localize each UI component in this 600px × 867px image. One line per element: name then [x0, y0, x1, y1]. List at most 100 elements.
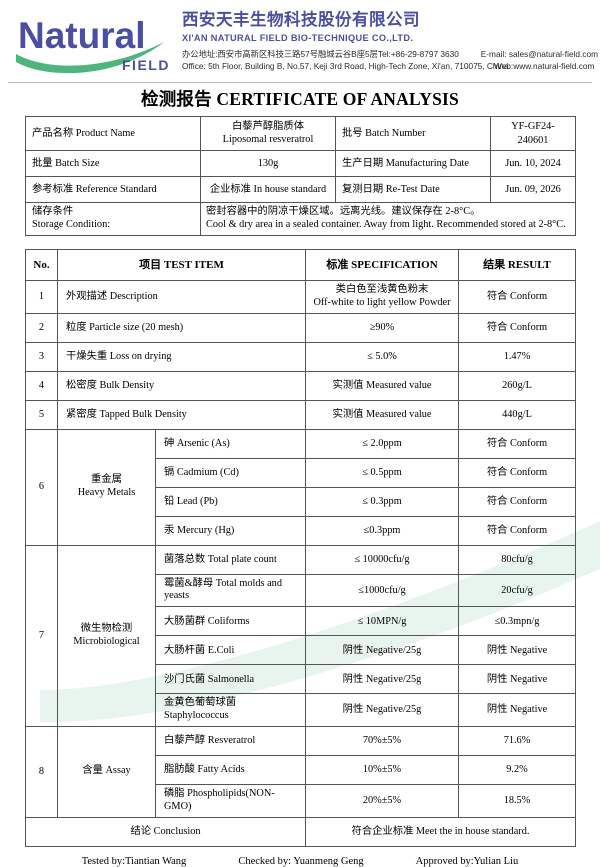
col-header-result: 结果 RESULT — [458, 248, 576, 281]
storage-value-cn: 密封容器中的阴凉干燥区域。远离光线。建议保存在 2-8°C。 — [206, 206, 481, 218]
row-item: 粒度 Particle size (20 mesh) — [57, 312, 306, 343]
header-divider — [8, 82, 592, 83]
conclusion-label: 结论 Conclusion — [25, 816, 306, 847]
group-name: 含量 Assay — [57, 726, 156, 818]
row-item: 大肠杆菌 E.Coli — [155, 635, 306, 666]
group-no: 7 — [25, 544, 58, 728]
row-result: 260g/L — [458, 370, 576, 401]
reference-standard-value: 企业标准 In house standard — [200, 176, 336, 204]
row-spec: ≤ 10000cfu/g — [305, 544, 459, 575]
table-row: 储存条件 Storage Condition: 密封容器中的阴凉干燥区域。远离光… — [25, 202, 576, 236]
group-name: 微生物检测 Microbiological — [57, 544, 156, 728]
table-row: 6 重金属 Heavy Metals 砷 Arsenic (As) ≤ 2.0p… — [25, 428, 576, 546]
row-no: 4 — [25, 370, 58, 401]
batch-number-value: YF-GF24-240601 — [490, 115, 576, 152]
table-row: 沙门氏菌 Salmonella 阴性 Negative/25g 阴性 Negat… — [26, 664, 576, 695]
retest-date-label: 复测日期 Re-Test Date — [335, 176, 491, 204]
reference-standard-label: 参考标准 Reference Standard — [25, 176, 201, 204]
row-item: 松密度 Bulk Density — [57, 370, 306, 401]
storage-label: 储存条件 Storage Condition: — [25, 202, 201, 236]
row-spec: 类白色至浅黄色粉末 Off-white to light yellow Powd… — [305, 279, 459, 314]
row-item: 干燥失重 Loss on drying — [57, 341, 306, 372]
table-row: 3 干燥失重 Loss on drying ≤ 5.0% 1.47% — [25, 341, 576, 372]
row-item: 脂肪酸 Fatty Acids — [155, 755, 306, 786]
row-result: 1.47% — [458, 341, 576, 372]
logo-sub: FIELD — [122, 57, 170, 73]
website: Web:www.natural-field.com — [494, 61, 595, 72]
manufacturing-date-label: 生产日期 Manufacturing Date — [335, 150, 491, 178]
row-result: 阴性 Negative — [458, 635, 576, 666]
row-spec: 10%±5% — [305, 755, 459, 786]
product-info-table: 产品名称 Product Name 白藜芦醇脂质体 Liposomal resv… — [25, 115, 576, 236]
row-item: 霉菌&酵母 Total molds and yeasts — [155, 573, 306, 608]
batch-size-value: 130g — [200, 150, 336, 178]
row-spec: 实测值 Measured value — [305, 370, 459, 401]
green-swoosh-icon — [16, 42, 164, 74]
logo-wordmark: Natural — [18, 15, 145, 56]
row-item: 大肠菌群 Coliforms — [155, 606, 306, 637]
group-name: 重金属 Heavy Metals — [57, 428, 156, 546]
table-row: 5 紧密度 Tapped Bulk Density 实测值 Measured v… — [25, 399, 576, 430]
table-row: 7 微生物检测 Microbiological 菌落总数 Total plate… — [25, 544, 576, 728]
row-result: 符合 Conform — [458, 486, 576, 517]
contact-row-2: Office: 5th Floor, Building B, No.57, Ke… — [182, 60, 598, 72]
table-row: 8 含量 Assay 白藜芦醇 Resveratrol 70%±5% 71.6% — [25, 726, 576, 818]
group-name-en: Assay — [105, 765, 131, 777]
row-result: 80cfu/g — [458, 544, 576, 575]
row-item: 铅 Lead (Pb) — [155, 486, 306, 517]
page-title: 检测报告 CERTIFICATE OF ANALYSIS — [141, 89, 459, 109]
tested-by: Tested by:Tiantian Wang — [81, 855, 187, 867]
table-row: 参考标准 Reference Standard 企业标准 In house st… — [25, 176, 576, 204]
test-results-table: No. 项目 TEST ITEM 标准 SPECIFICATION 结果 RES… — [25, 248, 576, 847]
row-result: 9.2% — [458, 755, 576, 786]
contact-rows: 办公地址:西安市高新区科技三路57号融城云谷B座5层 Tel:+86-29-87… — [182, 48, 598, 73]
table-spacer — [25, 236, 575, 249]
table-row: 金黄色葡萄球菌 Staphylococcus 阴性 Negative/25g 阴… — [26, 693, 576, 728]
product-name-value: 白藜芦醇脂质体 Liposomal resveratrol — [200, 115, 336, 152]
storage-label-en: Storage Condition: — [32, 219, 111, 231]
company-logo: Natural FIELD — [14, 8, 182, 76]
company-name-en: XI'AN NATURAL FIELD BIO-TECHNIQUE CO.,LT… — [182, 32, 414, 43]
row-result: 阴性 Negative — [458, 664, 576, 695]
storage-label-cn: 储存条件 — [32, 206, 74, 218]
row-item: 沙门氏菌 Salmonella — [155, 664, 306, 695]
row-result: 符合 Conform — [458, 457, 576, 488]
row-spec: 阴性 Negative/25g — [305, 693, 459, 728]
product-name-en: Liposomal resveratrol — [222, 133, 314, 145]
table-row: 4 松密度 Bulk Density 实测值 Measured value 26… — [25, 370, 576, 401]
table-row: 1 外观描述 Description 类白色至浅黄色粉末 Off-white t… — [25, 279, 576, 314]
row-spec: 70%±5% — [305, 726, 459, 757]
spec-cn: 类白色至浅黄色粉末 — [335, 283, 429, 295]
row-result: 符合 Conform — [458, 279, 576, 314]
row-result: ≤0.3mpn/g — [458, 606, 576, 637]
row-spec: ≤ 0.5ppm — [305, 457, 459, 488]
conclusion-row: 结论 Conclusion 符合企业标准 Meet the in house s… — [25, 816, 576, 847]
address-en: Office: 5th Floor, Building B, No.57, Ke… — [182, 61, 509, 72]
col-header-no: No. — [25, 248, 58, 281]
col-header-item: 项目 TEST ITEM — [57, 248, 306, 281]
row-spec: 阴性 Negative/25g — [305, 635, 459, 666]
row-no: 1 — [25, 279, 58, 314]
batch-number-label: 批号 Batch Number — [335, 115, 491, 152]
row-item: 菌落总数 Total plate count — [155, 544, 306, 575]
row-spec: 20%±5% — [305, 784, 459, 818]
batch-size-label: 批量 Batch Size — [25, 150, 201, 178]
contact-row-1: 办公地址:西安市高新区科技三路57号融城云谷B座5层 Tel:+86-29-87… — [182, 48, 598, 60]
table-row: 批量 Batch Size 130g 生产日期 Manufacturing Da… — [25, 150, 576, 178]
group-name-cn: 微生物检测 — [80, 622, 133, 634]
product-name-label: 产品名称 Product Name — [25, 115, 201, 152]
row-spec: ≤1000cfu/g — [305, 573, 459, 608]
company-block: 西安天丰生物科技股份有限公司 XI'AN NATURAL FIELD BIO-T… — [182, 10, 598, 73]
row-no: 2 — [25, 312, 58, 343]
product-name-cn: 白藜芦醇脂质体 — [231, 120, 305, 132]
group-no: 6 — [25, 428, 58, 546]
group-no: 8 — [25, 726, 58, 818]
telephone: Tel:+86-29-8797 3630 — [377, 49, 459, 60]
row-spec: 阴性 Negative/25g — [305, 664, 459, 695]
table-row: 镉 Cadmium (Cd) ≤ 0.5ppm 符合 Conform — [26, 457, 576, 488]
table-row: 霉菌&酵母 Total molds and yeasts ≤1000cfu/g … — [26, 573, 576, 608]
company-name-cn: 西安天丰生物科技股份有限公司 — [182, 11, 420, 29]
conclusion-value: 符合企业标准 Meet the in house standard. — [305, 816, 576, 847]
storage-value-en: Cool & dry area in a sealed container. A… — [206, 219, 566, 231]
signature-footer: Tested by:Tiantian Wang Checked by: Yuan… — [25, 856, 575, 867]
